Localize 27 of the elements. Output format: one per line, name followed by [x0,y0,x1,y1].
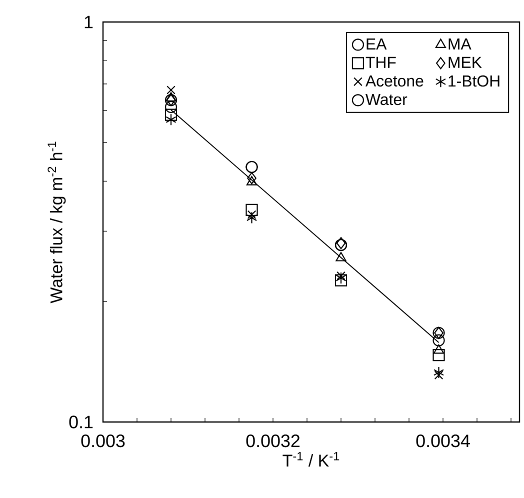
point [164,108,178,121]
legend-label: EA [366,38,387,50]
y-tick-label: 1 [84,16,93,28]
point [247,172,256,184]
legend-label: MEK [448,56,482,68]
point [432,334,445,346]
legend-label: Acetone [365,75,424,87]
x-tick-label: 0.0034 [416,434,470,448]
x-axis-title: T$^{-1}$ / K$^{-1}$ [282,452,340,467]
point [434,370,444,380]
point [247,210,256,220]
legend-label: 1-BtOH [448,75,500,87]
legend-label: MA [448,38,472,50]
point [246,176,258,186]
y-axis-title: Water flux / kg m$^{-2}$ h$^{-1}$ [48,142,66,304]
legend-label: THF [366,56,396,68]
legend-label: Water [366,94,408,106]
point [432,349,445,362]
point [336,252,346,262]
point [166,114,176,126]
x-tick-label: 0.0032 [246,434,300,448]
point [166,86,176,94]
y-tick-label: 0.1 [69,416,93,428]
point [336,271,346,280]
point [433,366,444,379]
point [164,100,178,114]
x-tick-label: 0.003 [81,434,125,448]
